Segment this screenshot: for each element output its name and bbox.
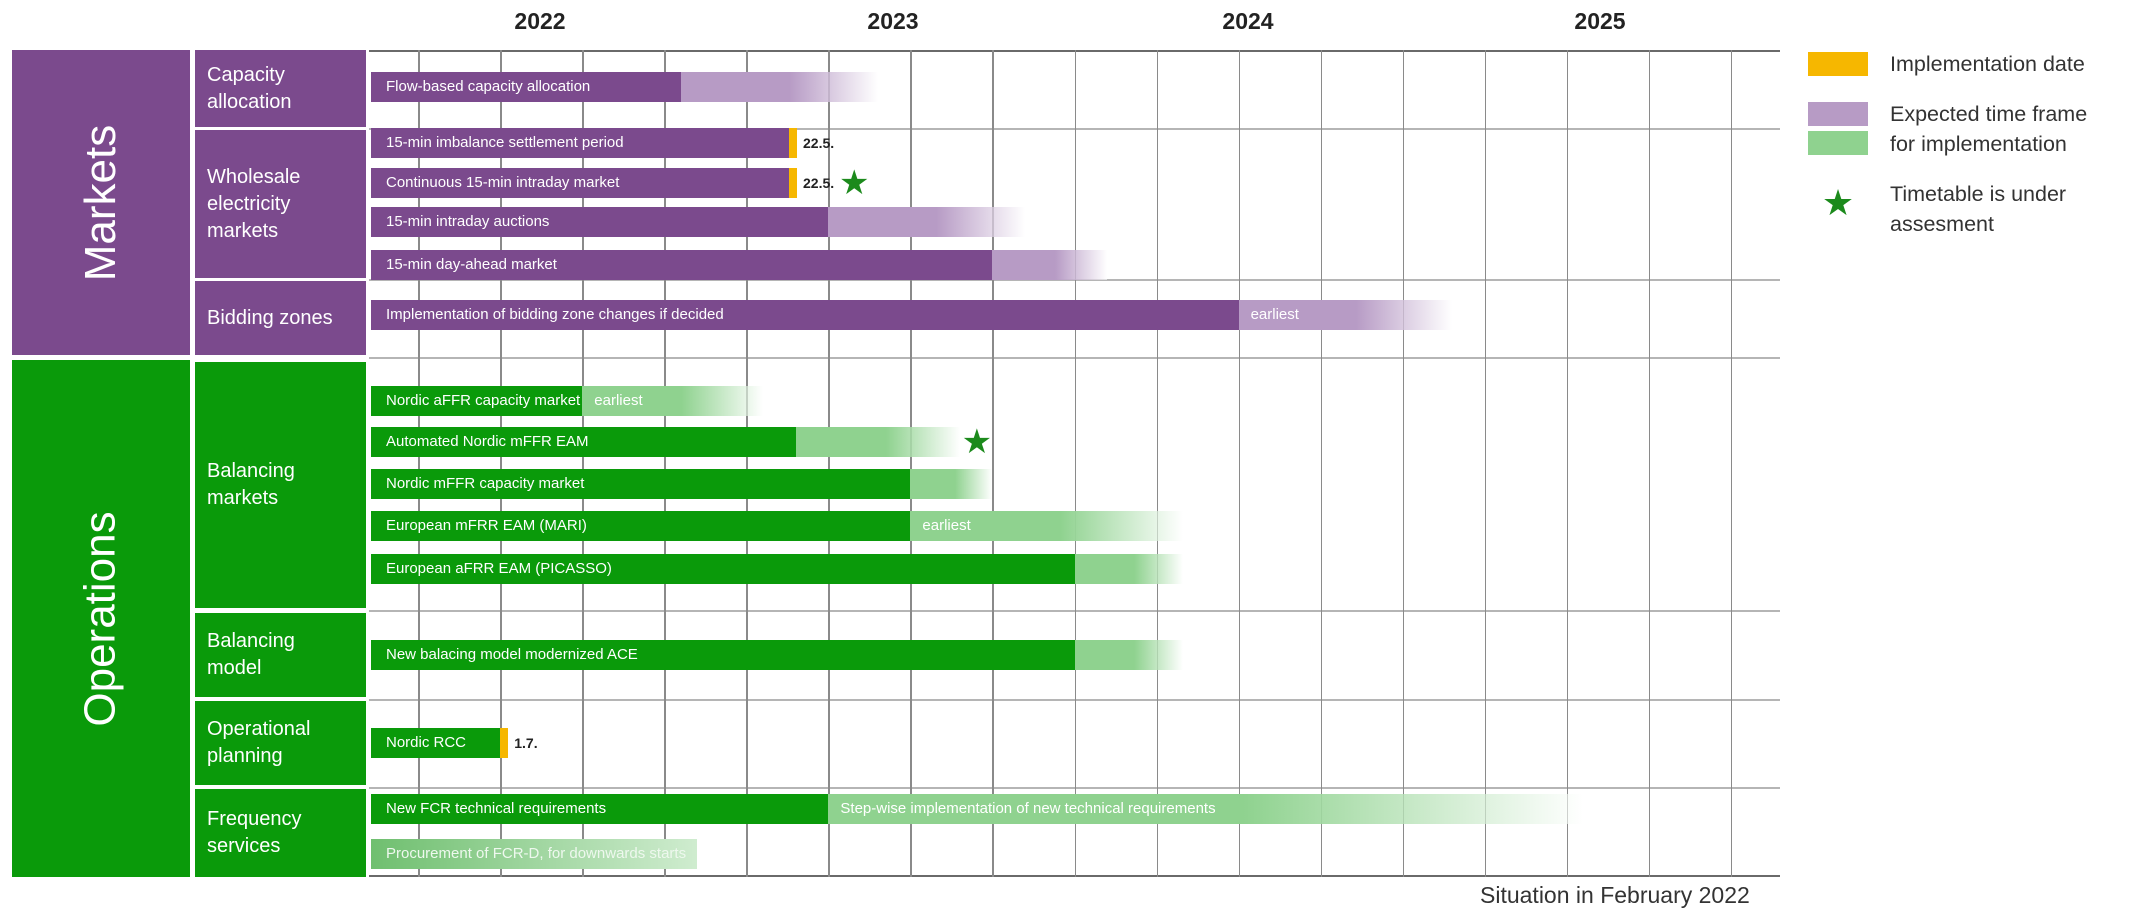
implementation-date-label: 22.5. bbox=[803, 175, 835, 191]
grid-quarter-line bbox=[1402, 50, 1405, 877]
task-expected-timeframe bbox=[828, 207, 1026, 237]
star-icon: ★ bbox=[839, 164, 870, 202]
legend-star-icon: ★ bbox=[1821, 182, 1855, 223]
implementation-date-label: 22.5. bbox=[803, 135, 835, 151]
task-bar: New balacing model modernized ACE bbox=[371, 640, 1075, 670]
category-bidding-zones: Bidding zones bbox=[195, 281, 366, 355]
implementation-marker bbox=[789, 168, 798, 198]
legend-expected-swatch-green bbox=[1808, 131, 1868, 155]
year-label-2023: 2023 bbox=[867, 8, 919, 34]
task-fade-label: Step-wise implementation of new technica… bbox=[840, 800, 1216, 817]
category-frequency-services: Frequency services bbox=[195, 789, 366, 877]
legend-implementation-label: Implementation date bbox=[1890, 52, 2085, 76]
grid-quarter-line bbox=[992, 50, 994, 877]
task-expected-timeframe bbox=[992, 250, 1108, 280]
domain-operations: Operations bbox=[12, 360, 190, 877]
task-bar: 15-min intraday auctions bbox=[371, 207, 829, 237]
task-bar: 15-min imbalance settlement period bbox=[371, 128, 790, 158]
legend-expected-label: Expected time frame for implementation bbox=[1890, 102, 2088, 156]
grid-quarter-line bbox=[582, 50, 584, 877]
star-icon: ★ bbox=[961, 423, 993, 461]
grid-quarter-line bbox=[1566, 50, 1569, 877]
task-expected-timeframe bbox=[680, 72, 878, 102]
task-bar: Automated Nordic mFFR EAM bbox=[371, 427, 796, 457]
grid-quarter-line bbox=[1730, 50, 1733, 877]
task-bar: New FCR technical requirements bbox=[371, 794, 829, 824]
task-expected-timeframe bbox=[795, 427, 960, 457]
grid-quarter-line bbox=[1320, 50, 1323, 877]
domain-markets: Markets bbox=[12, 50, 190, 355]
grid-quarter-line bbox=[828, 50, 830, 877]
task-bar: Nordic RCC bbox=[371, 728, 501, 758]
category-balancing-markets: Balancing markets bbox=[195, 362, 366, 608]
grid-quarter-line bbox=[664, 50, 666, 877]
task-expected-timeframe bbox=[1074, 554, 1183, 584]
year-label-2025: 2025 bbox=[1574, 8, 1626, 34]
year-label-2022: 2022 bbox=[514, 8, 566, 34]
task-expected-timeframe bbox=[910, 469, 993, 499]
task-bar: Continuous 15-min intraday market bbox=[371, 168, 790, 198]
task-expected-timeframe bbox=[910, 511, 1183, 541]
category-balancing-model: Balancing model bbox=[195, 613, 366, 697]
task-bar: Flow-based capacity allocation bbox=[371, 72, 681, 102]
task-bar: Implementation of bidding zone changes i… bbox=[371, 300, 1239, 330]
category-wholesale-electricity-markets: Wholesale electricity markets bbox=[195, 130, 366, 278]
task-expected-timeframe bbox=[1074, 640, 1183, 670]
grid-quarter-line bbox=[746, 50, 748, 877]
task-bar: European aFRR EAM (PICASSO) bbox=[371, 554, 1075, 584]
task-expected-timeframe bbox=[582, 386, 763, 416]
category-capacity-allocation: Capacity allocation bbox=[195, 50, 366, 127]
grid-quarter-line bbox=[1156, 50, 1159, 877]
footer-note: Situation in February 2022 bbox=[1480, 882, 1750, 908]
grid-quarter-line bbox=[418, 50, 420, 877]
task-bar: European mFRR EAM (MARI) bbox=[371, 511, 911, 541]
task-bar: 15-min day-ahead market bbox=[371, 250, 993, 280]
domain-label-markets: Markets bbox=[75, 124, 125, 281]
task-expected-timeframe bbox=[828, 794, 1584, 824]
implementation-marker bbox=[500, 728, 509, 758]
domain-label-operations: Operations bbox=[76, 510, 126, 727]
task-bar: Procurement of FCR-D, for downwards star… bbox=[371, 839, 698, 869]
legend-expected-swatch-purple bbox=[1808, 102, 1868, 126]
task-bar: Nordic mFFR capacity market bbox=[371, 469, 911, 499]
implementation-marker bbox=[789, 128, 798, 158]
task-fade-label: earliest bbox=[594, 392, 643, 409]
legend-star-label: Timetable is under assesment bbox=[1890, 182, 2067, 236]
grid-quarter-line bbox=[1648, 50, 1651, 877]
category-operational-planning: Operational planning bbox=[195, 701, 366, 785]
implementation-date-label: 1.7. bbox=[514, 735, 538, 751]
grid-quarter-line bbox=[1238, 50, 1241, 877]
task-expected-timeframe bbox=[1238, 300, 1452, 330]
grid-quarter-line bbox=[1484, 50, 1487, 877]
grid-quarter-line bbox=[1074, 50, 1076, 877]
grid-quarter-line bbox=[500, 50, 502, 877]
grid-quarter-line bbox=[910, 50, 912, 877]
legend-implementation-swatch bbox=[1808, 52, 1868, 76]
task-fade-label: earliest bbox=[1250, 306, 1299, 323]
task-bar: Nordic aFFR capacity market bbox=[371, 386, 583, 416]
year-label-2024: 2024 bbox=[1222, 8, 1274, 34]
task-fade-label: earliest bbox=[922, 517, 971, 534]
